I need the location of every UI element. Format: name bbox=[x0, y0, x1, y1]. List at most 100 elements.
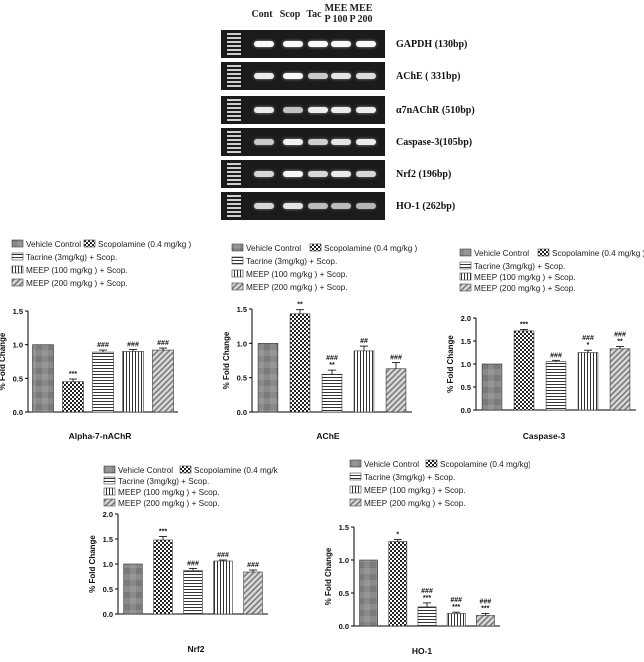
legend-swatch bbox=[103, 487, 116, 496]
significance-label: ### bbox=[217, 552, 229, 559]
ladder-band bbox=[227, 119, 241, 121]
y-axis-label: % Fold Change bbox=[0, 332, 7, 390]
gel-band-label: AChE ( 331bp) bbox=[396, 71, 461, 82]
legend-swatch bbox=[309, 243, 322, 252]
significance-label: ### bbox=[582, 335, 594, 342]
legend: Vehicle Control Scopolamine (0.4 mg/kg ) T… bbox=[103, 465, 278, 508]
y-tick-label: 0.5 bbox=[461, 383, 471, 392]
gel-band bbox=[356, 107, 376, 113]
gel-band bbox=[308, 203, 328, 209]
ladder-band bbox=[227, 33, 241, 35]
y-tick-label: 0.0 bbox=[461, 406, 471, 415]
legend-swatch bbox=[103, 465, 116, 474]
chart-nrf2: Vehicle Control Scopolamine (0.4 mg/kg ) T… bbox=[88, 465, 278, 654]
y-tick-label: 1.0 bbox=[237, 339, 247, 348]
chart-title: HO-1 bbox=[412, 646, 433, 656]
y-tick-label: 1.0 bbox=[103, 560, 113, 569]
legend-label: Vehicle Control bbox=[246, 244, 301, 253]
gel-band bbox=[308, 41, 328, 47]
legend-swatch bbox=[11, 265, 24, 274]
ladder-band bbox=[227, 211, 241, 213]
y-axis-label: % Fold Change bbox=[88, 535, 97, 593]
lane-header: MEE P 200 bbox=[349, 3, 373, 25]
bar bbox=[122, 351, 144, 413]
legend: Vehicle Control Scopolamine (0.4 mg/kg ) T… bbox=[11, 239, 192, 288]
legend-swatch bbox=[459, 261, 472, 270]
gel-band bbox=[331, 203, 351, 209]
significance-label: ** bbox=[617, 339, 623, 346]
significance-label: *** bbox=[520, 322, 528, 329]
legend-label: MEEP (200 mg/kg ) + Scop. bbox=[246, 283, 348, 292]
y-tick-label: 0.0 bbox=[103, 610, 113, 619]
legend-swatch bbox=[11, 252, 24, 261]
legend-swatch bbox=[425, 459, 438, 468]
y-axis-label: % Fold Change bbox=[446, 335, 455, 393]
gel-band bbox=[356, 203, 376, 209]
ladder-band bbox=[227, 131, 241, 133]
legend: Vehicle Control Scopolamine (0.4 mg/kg ) T… bbox=[459, 248, 644, 293]
gel-band bbox=[331, 73, 351, 79]
chart-title: Alpha-7-nAChR bbox=[69, 431, 132, 441]
legend-label: MEEP (200 mg/kg ) + Scop. bbox=[364, 499, 466, 508]
legend-label: Scopolamine (0.4 mg/kg ) bbox=[194, 466, 278, 475]
ladder-band bbox=[227, 203, 241, 205]
legend-swatch bbox=[103, 498, 116, 507]
significance-label: ### bbox=[187, 561, 199, 568]
gel-band-label: Caspase-3(105bp) bbox=[396, 137, 473, 148]
legend-label: MEEP (200 mg/kg ) + Scop. bbox=[118, 499, 220, 508]
significance-label: ### bbox=[247, 562, 259, 569]
y-tick-label: 1.5 bbox=[237, 305, 247, 314]
ladder-band bbox=[227, 171, 241, 173]
bar bbox=[243, 571, 263, 615]
gel-band bbox=[331, 139, 351, 145]
bar bbox=[388, 541, 408, 627]
legend-swatch bbox=[537, 248, 550, 257]
legend-swatch bbox=[349, 485, 362, 494]
ladder-band bbox=[227, 77, 241, 79]
legend-label: Scopolamine (0.4 mg/kg) bbox=[440, 460, 530, 469]
y-tick-label: 1.0 bbox=[339, 556, 349, 565]
legend-label: Vehicle Control bbox=[364, 460, 419, 469]
gel-strip bbox=[221, 96, 385, 124]
lane-header: Tac bbox=[306, 9, 322, 20]
bar bbox=[476, 615, 495, 627]
chart-title: Nrf2 bbox=[187, 644, 204, 654]
gel-band bbox=[356, 171, 376, 177]
ladder-band bbox=[227, 163, 241, 165]
ladder-band bbox=[227, 111, 241, 113]
bar bbox=[213, 560, 233, 615]
significance-label: ** bbox=[297, 302, 303, 309]
y-axis-label: % Fold Change bbox=[222, 331, 231, 389]
legend-label: MEEP (100 mg/kg ) + Scop. bbox=[364, 486, 466, 495]
ladder-band bbox=[227, 41, 241, 43]
bar bbox=[62, 381, 84, 413]
legend-swatch bbox=[349, 472, 362, 481]
ladder-band bbox=[227, 207, 241, 209]
gel-band bbox=[254, 139, 274, 145]
bar bbox=[257, 343, 279, 413]
legend-label: Scopolamine (0.4 mg/kg ) bbox=[324, 244, 418, 253]
y-tick-label: 0.0 bbox=[13, 408, 23, 417]
significance-label: *** bbox=[452, 604, 460, 611]
y-tick-label: 2.0 bbox=[461, 314, 471, 323]
legend-label: Vehicle Control bbox=[118, 466, 173, 475]
chart-title: AChE bbox=[316, 431, 339, 441]
significance-label: ### bbox=[480, 598, 492, 605]
significance-label: ### bbox=[614, 332, 626, 339]
gel-band bbox=[331, 171, 351, 177]
lane-header: Cont bbox=[251, 9, 273, 20]
y-tick-label: 0.5 bbox=[339, 589, 349, 598]
gel-strip bbox=[221, 128, 385, 156]
significance-label: ### bbox=[97, 342, 109, 349]
gel-band bbox=[331, 41, 351, 47]
legend-swatch bbox=[349, 498, 362, 507]
gel-band bbox=[308, 171, 328, 177]
gel-band bbox=[254, 171, 274, 177]
bar bbox=[417, 606, 437, 627]
legend: Vehicle Control Scopolamine (0.4 mg/kg) Ta… bbox=[349, 459, 530, 508]
ladder-band bbox=[227, 179, 241, 181]
significance-label: ### bbox=[157, 340, 169, 347]
gel-band bbox=[254, 107, 274, 113]
bar bbox=[513, 330, 535, 411]
bar bbox=[92, 351, 114, 413]
